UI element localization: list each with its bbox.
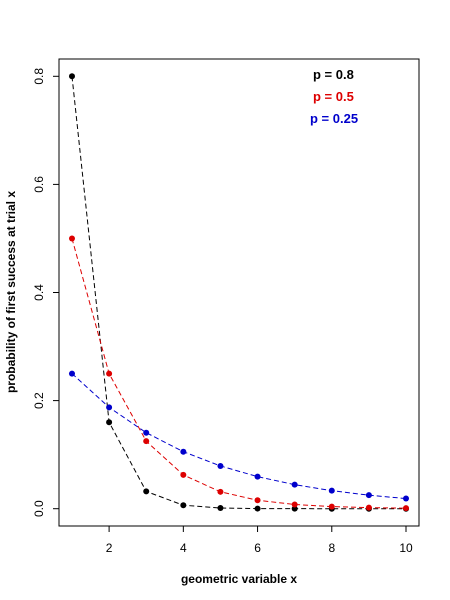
legend-entry: p = 0.8 xyxy=(313,67,354,82)
data-point xyxy=(291,481,298,488)
data-point xyxy=(180,502,187,509)
data-point xyxy=(106,370,113,377)
data-point xyxy=(143,438,150,445)
x-axis-title: geometric variable x xyxy=(181,572,297,586)
data-point xyxy=(254,505,261,512)
data-point xyxy=(106,404,113,411)
data-point xyxy=(68,73,75,80)
x-tick-label: 8 xyxy=(328,541,335,555)
data-point xyxy=(291,505,298,512)
data-point xyxy=(217,505,224,512)
x-tick-label: 2 xyxy=(106,541,113,555)
series-2 xyxy=(68,370,410,502)
x-tick-label: 6 xyxy=(254,541,261,555)
data-point xyxy=(291,501,298,508)
data-point xyxy=(365,492,372,499)
data-point xyxy=(254,473,261,480)
legend: p = 0.8 p = 0.5 p = 0.25 xyxy=(310,67,358,126)
data-point xyxy=(365,504,372,511)
series-layer xyxy=(68,73,410,512)
data-point xyxy=(143,488,150,495)
data-point xyxy=(217,462,224,469)
y-tick-label: 0.4 xyxy=(32,284,46,301)
series-line xyxy=(71,373,407,500)
data-point xyxy=(254,497,261,504)
data-point xyxy=(180,448,187,455)
x-tick-label: 10 xyxy=(399,541,413,555)
y-tick-label: 0.2 xyxy=(32,392,46,409)
data-point xyxy=(328,487,335,494)
data-point xyxy=(68,235,75,242)
series-line xyxy=(71,238,407,509)
series-0 xyxy=(68,73,410,512)
y-tick-label: 0.0 xyxy=(32,500,46,517)
y-axis-title: probability of first success at trial x xyxy=(4,191,18,393)
plot-frame xyxy=(58,58,420,527)
legend-entry: p = 0.25 xyxy=(310,111,358,126)
data-point xyxy=(106,419,113,426)
series-line xyxy=(71,76,407,510)
legend-entry: p = 0.5 xyxy=(313,89,354,104)
data-point xyxy=(217,488,224,495)
y-tick-label: 0.8 xyxy=(32,68,46,85)
x-tick-label: 4 xyxy=(180,541,187,555)
data-point xyxy=(403,505,410,512)
y-tick-label: 0.6 xyxy=(32,176,46,193)
data-point xyxy=(180,471,187,478)
series-1 xyxy=(68,235,410,512)
y-axis: 0.0 0.2 0.4 0.6 0.8 xyxy=(32,68,59,517)
data-point xyxy=(403,495,410,502)
x-axis: 2 4 6 8 10 xyxy=(106,526,413,555)
data-point xyxy=(143,429,150,436)
data-point xyxy=(328,503,335,510)
data-point xyxy=(68,370,75,377)
